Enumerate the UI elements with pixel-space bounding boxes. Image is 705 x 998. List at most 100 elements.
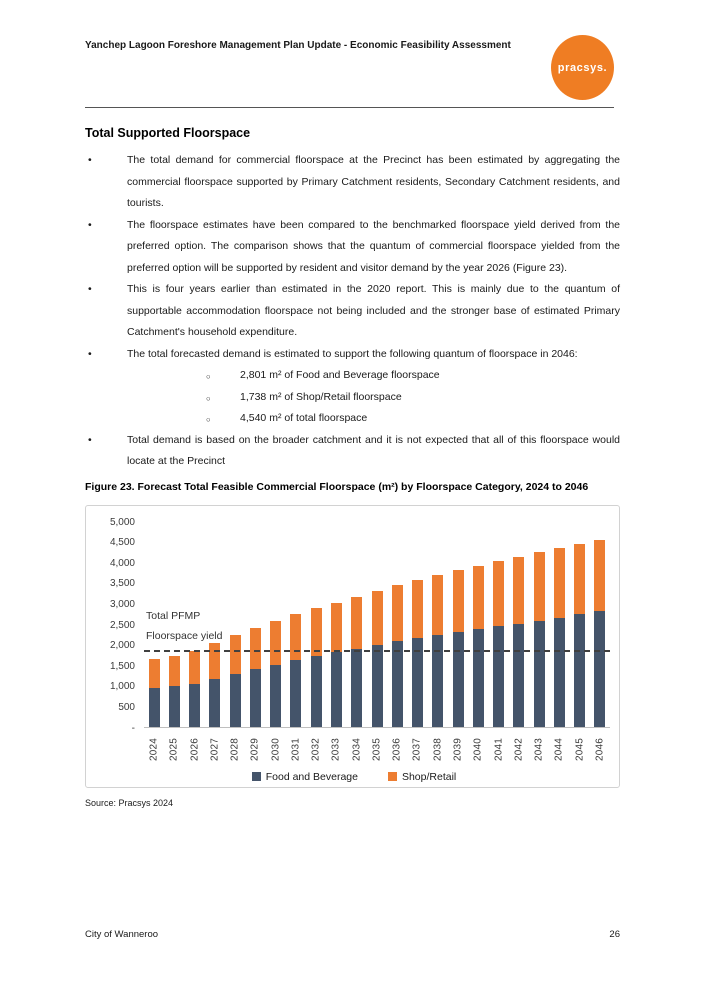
x-tick-label: 2046 (594, 737, 606, 761)
plot-area: Total PFMP Floorspace yield (144, 522, 610, 728)
x-tick-label: 2033 (331, 737, 343, 761)
bar-segment-shop-retail (553, 547, 565, 618)
section-title: Total Supported Floorspace (85, 126, 251, 140)
bar-segment-food-and-beverage (148, 688, 160, 727)
pracsys-logo-text: pracsys. (557, 61, 608, 74)
bar-stack-2027 (209, 642, 221, 727)
bullet-item: The floorspace estimates have been compa… (85, 215, 620, 280)
bar-segment-food-and-beverage (574, 614, 586, 727)
x-tick-label: 2041 (493, 737, 505, 761)
bar-stack-2034 (351, 596, 363, 727)
bar-stack-2033 (331, 602, 343, 727)
x-tick-label: 2035 (371, 737, 383, 761)
y-axis: 5,000 4,500 4,000 3,500 3,000 2,500 2,000 1,500… (98, 517, 135, 734)
page-body: Total Supported Floorspace The total dem… (85, 126, 620, 808)
footer-left-text: City of Wanneroo (85, 929, 159, 940)
bar-segment-food-and-beverage (513, 623, 525, 727)
x-tick-label: 2034 (351, 737, 363, 761)
bar-segment-shop-retail (168, 655, 180, 687)
page-header-title: Yanchep Lagoon Foreshore Management Plan… (85, 40, 511, 51)
bullet-item: Total demand is based on the broader cat… (85, 430, 620, 473)
bar-column-2035 (367, 522, 387, 727)
x-tick-label: 2036 (391, 737, 403, 761)
bar-column-2038 (428, 522, 448, 727)
bar-stack-2041 (493, 561, 505, 727)
bar-stack-2030 (270, 621, 282, 727)
sub-bullet-list: 2,801 m² of Food and Beverage floorspace… (85, 365, 620, 430)
x-tick-label: 2045 (574, 737, 586, 761)
x-tick-label: 2039 (452, 737, 464, 761)
y-tick-label: 2,000 (109, 640, 135, 652)
bar-stack-2038 (432, 575, 444, 727)
bar-column-2028 (225, 522, 245, 727)
legend-label: Food and Beverage (265, 770, 358, 783)
bar-segment-shop-retail (351, 596, 363, 649)
annotation-line-1: Total PFMP (146, 610, 201, 623)
bar-segment-food-and-beverage (371, 644, 383, 727)
bar-segment-shop-retail (533, 552, 545, 621)
bar-stack-2039 (452, 570, 464, 727)
bar-column-2042 (509, 522, 529, 727)
x-axis-labels: 2024 2025 2026 2027 2028 2029 2030 2031 2032 2033… (144, 731, 610, 768)
bar-stack-2045 (574, 543, 586, 727)
bullet-list: Total demand is based on the broader cat… (85, 430, 620, 473)
bar-column-2031 (286, 522, 306, 727)
bar-stack-2026 (189, 650, 201, 727)
legend-entry-shop-retail: Shop/Retail (387, 770, 457, 783)
y-tick-label: 500 (118, 701, 135, 713)
y-tick-label: 5,000 (109, 516, 135, 528)
bar-stack-2024 (148, 659, 160, 727)
chart-legend: Food and Beverage Shop/Retail (98, 771, 610, 783)
bullet-item: The total demand for commercial floorspa… (85, 150, 620, 215)
bar-segment-shop-retail (432, 575, 444, 636)
bar-segment-shop-retail (574, 543, 586, 615)
bar-segment-food-and-beverage (412, 638, 424, 727)
bar-column-2036 (387, 522, 407, 727)
legend-swatch (387, 772, 397, 781)
x-tick-label: 2043 (533, 737, 545, 761)
bar-column-2029 (245, 522, 265, 727)
page-footer: City of Wanneroo 26 (85, 929, 620, 940)
bar-segment-food-and-beverage (168, 686, 180, 727)
y-tick-label: 3,000 (109, 598, 135, 610)
figure-23-chart: 5,000 4,500 4,000 3,500 3,000 2,500 2,000 1,500… (85, 504, 620, 788)
bar-segment-shop-retail (331, 602, 343, 653)
x-tick-label: 2031 (290, 737, 302, 761)
y-tick-label: 1,500 (109, 660, 135, 672)
pfmp-yield-annotation: Total PFMP Floorspace yield (146, 606, 222, 646)
sub-bullet-item: 2,801 m² of Food and Beverage floorspace (85, 365, 620, 387)
bar-segment-food-and-beverage (553, 617, 565, 727)
x-tick-label: 2024 (148, 737, 160, 761)
bar-column-2033 (326, 522, 346, 727)
bar-segment-food-and-beverage (493, 626, 505, 727)
page-number: 26 (609, 929, 620, 940)
bar-column-2030 (266, 522, 286, 727)
bar-column-2032 (306, 522, 326, 727)
bullet-list: The total demand for commercial floorspa… (85, 150, 620, 365)
bar-segment-shop-retail (412, 580, 424, 639)
x-tick-label: 2030 (270, 737, 282, 761)
bar-stack-2042 (513, 556, 525, 727)
bar-stack-2035 (371, 590, 383, 727)
bar-column-2044 (549, 522, 569, 727)
sub-bullet-item: 1,738 m² of Shop/Retail floorspace (85, 387, 620, 408)
y-tick-label: 4,500 (109, 537, 135, 549)
bar-stack-2029 (249, 628, 261, 727)
bar-column-2037 (407, 522, 427, 727)
bar-segment-shop-retail (472, 565, 484, 630)
bar-stack-2036 (391, 585, 403, 727)
bar-segment-food-and-beverage (331, 652, 343, 727)
bar-column-2025 (164, 522, 184, 727)
bar-stack-2044 (553, 547, 565, 727)
figure-caption: Figure 23. Forecast Total Feasible Comme… (85, 480, 589, 493)
legend-label: Shop/Retail (401, 770, 457, 783)
bar-segment-shop-retail (249, 628, 261, 670)
y-tick-label: 4,000 (109, 557, 135, 569)
bar-segment-shop-retail (452, 570, 464, 633)
x-tick-label: 2037 (412, 737, 424, 761)
legend-entry-food-and-beverage: Food and Beverage (251, 770, 358, 783)
bar-segment-food-and-beverage (594, 611, 606, 727)
pfmp-yield-reference-line (144, 650, 610, 653)
bar-segment-shop-retail (209, 642, 221, 680)
